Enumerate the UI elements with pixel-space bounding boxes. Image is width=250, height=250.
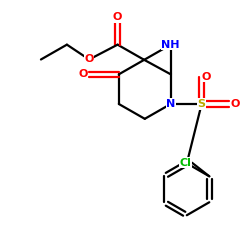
Text: O: O [113, 12, 122, 22]
Text: O: O [202, 72, 211, 82]
Text: O: O [84, 54, 94, 64]
Text: O: O [78, 69, 88, 79]
Text: S: S [198, 99, 206, 109]
Text: O: O [230, 99, 240, 109]
Text: N: N [166, 99, 175, 109]
Text: Cl: Cl [180, 158, 192, 168]
Text: NH: NH [162, 40, 180, 50]
